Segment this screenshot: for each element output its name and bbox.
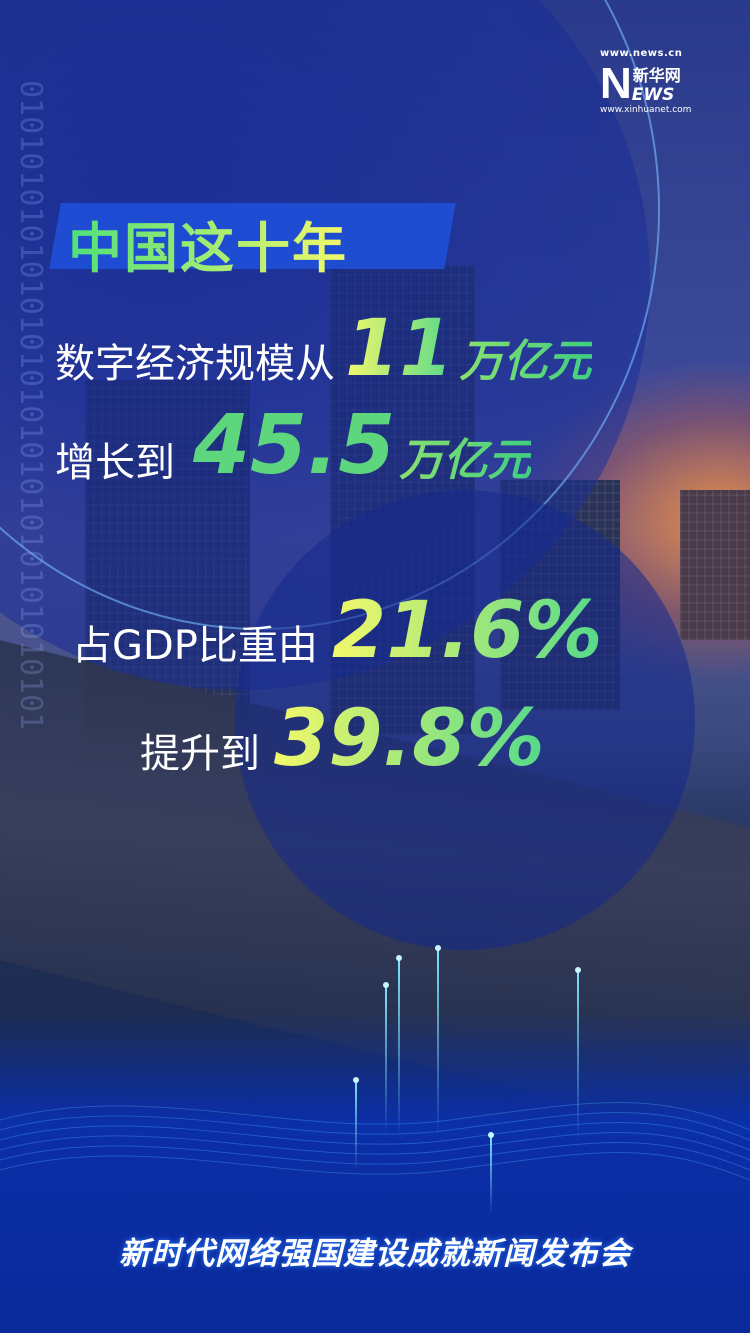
wave-lines: [0, 1102, 750, 1181]
stat-gdp-share-from: 占GDP比重由 21.6%: [72, 586, 603, 676]
light-line: [383, 982, 389, 1135]
light-line: [488, 1132, 494, 1215]
light-line: [396, 955, 402, 1138]
decorative-circle: [235, 490, 695, 950]
bottom-band: [0, 1010, 750, 1333]
stat-scale-to: 增长到 45.5 万亿元: [55, 398, 532, 493]
xinhuanet-logo: www.news.cn N 新华网 EWS www.xinhuanet.com: [600, 48, 692, 115]
light-line: [575, 967, 581, 1140]
footer-caption: 新时代网络强国建设成就新闻发布会: [119, 1236, 631, 1272]
light-line: [353, 1077, 359, 1170]
stat-gdp-share-to: 提升到 39.8%: [140, 694, 545, 784]
page-title: 中国这十年: [68, 204, 348, 283]
light-line: [435, 945, 441, 1138]
binary-pattern: 010101010101010101010101010101010101: [13, 80, 48, 731]
stat-scale-from: 数字经济规模从 11 万亿元: [55, 304, 592, 394]
building: [680, 490, 750, 640]
